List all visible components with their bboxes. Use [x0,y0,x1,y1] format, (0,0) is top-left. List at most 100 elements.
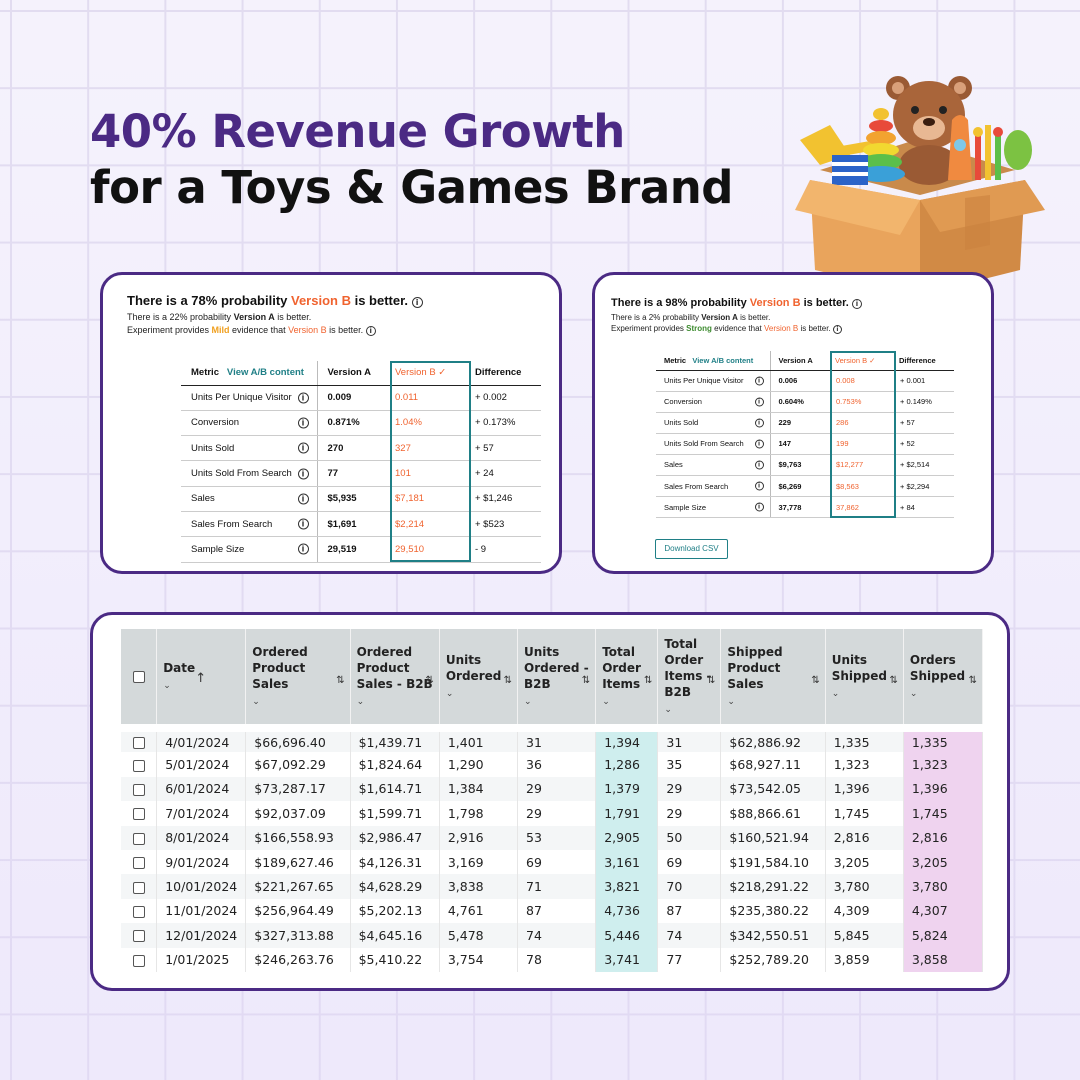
info-icon[interactable]: i [754,481,764,491]
info-icon[interactable]: i [297,442,309,454]
difference-header: Difference [890,351,954,371]
table-cell: 29 [517,776,597,802]
table-cell: 2,816 [903,825,983,850]
chevron-down-icon[interactable]: ⌄ [252,696,260,707]
table-cell: $4,126.31 [350,849,440,875]
ab-test-card-a: There is a 78% probability Version B is … [100,272,562,574]
table-cell: 1,323 [825,752,904,777]
info-icon[interactable]: i [411,297,423,308]
column-header[interactable]: Ordered Product Sales ⌄ ⇅ [245,629,351,728]
table-cell: $166,558.93 [245,825,351,850]
version-a-value: 229 [778,418,792,428]
info-icon[interactable]: i [851,299,862,309]
row-checkbox[interactable] [133,808,145,821]
sort-icon[interactable]: ⇅ [707,675,716,686]
column-header[interactable]: Shipped Product Sales ⌄ ⇅ [720,629,826,728]
column-header[interactable]: Units Shipped ⌄ ⇅ [825,629,904,728]
row-checkbox[interactable] [133,954,145,967]
info-icon[interactable]: i [754,418,764,428]
column-header[interactable]: Units Ordered ⌄ ⇅ [439,629,519,728]
table-cell: 29 [657,801,722,826]
table-row: 8/01/2024 $166,558.93 $2,986.47 2,916 53 2,90… [121,825,983,850]
sort-icon[interactable]: ⇅ [968,675,977,686]
metric-row: Units Sold i 270 327 + 57 [181,435,541,462]
info-icon[interactable]: i [297,392,309,404]
chevron-down-icon[interactable]: ⌄ [602,696,610,707]
sort-icon[interactable]: ⇅ [581,675,591,686]
info-icon[interactable]: i [297,417,309,429]
info-icon[interactable]: i [754,460,764,470]
chevron-down-icon[interactable]: ⌄ [831,688,840,699]
info-icon[interactable]: i [832,325,842,334]
view-ab-content-link[interactable]: View A/B content [226,367,304,379]
sort-icon[interactable]: ⇅ [425,675,434,686]
column-header[interactable]: Units Ordered - B2B ⌄ ⇅ [517,629,597,728]
version-a-value: 0.871% [327,417,360,429]
chevron-down-icon[interactable]: ⌄ [727,696,735,707]
info-icon[interactable]: i [297,468,309,480]
chevron-down-icon[interactable]: ⌄ [445,688,454,699]
table-cell: $252,789.20 [720,947,826,972]
chevron-down-icon[interactable]: ⌄ [909,688,918,699]
info-icon[interactable]: i [754,439,764,449]
table-cell: 1,798 [439,801,519,826]
chevron-down-icon[interactable]: ⌄ [664,704,672,715]
info-icon[interactable]: i [754,376,764,386]
column-header[interactable]: Orders Shipped ⌄ ⇅ [903,629,983,728]
table-cell: 6/01/2024 [156,776,247,802]
row-checkbox[interactable] [133,783,145,796]
column-header[interactable]: Total Order Items ⌄ ⇅ [595,629,659,728]
table-cell: 2,916 [439,825,519,850]
info-icon[interactable]: i [297,543,309,555]
info-icon[interactable]: i [297,493,309,505]
column-header[interactable]: Total Order Items - B2B ⌄ ⇅ [657,629,722,728]
difference-header: Difference [463,361,541,386]
column-header[interactable]: Ordered Product Sales - B2B ⌄ ⇅ [350,629,440,728]
chevron-down-icon[interactable]: ⌄ [163,680,171,691]
table-cell: 2,816 [825,825,904,850]
table-cell: 1,745 [825,801,904,826]
info-icon[interactable]: i [754,397,764,407]
version-b-value: 101 [395,468,411,480]
table-cell: 4,309 [825,898,904,924]
chevron-down-icon[interactable]: ⌄ [356,696,365,707]
info-icon[interactable]: i [297,518,309,530]
metric-name: Conversion [664,397,702,407]
table-cell: 69 [657,849,722,875]
table-cell: 1,394 [595,723,659,753]
metric-row: Units Per Unique Visitor i 0.009 0.011 + 0.0… [181,385,541,411]
info-icon[interactable]: i [365,326,376,336]
view-ab-content-link[interactable]: View A/B content [692,355,754,365]
row-checkbox[interactable] [133,905,145,918]
version-a-value: $5,935 [327,493,357,505]
sort-icon[interactable]: ⇅ [811,675,820,686]
sort-icon[interactable]: ⇅ [643,675,653,686]
chevron-down-icon[interactable]: ⌄ [524,696,532,707]
row-checkbox[interactable] [133,737,145,750]
metric-name: Sample Size [191,543,245,555]
select-all-checkbox[interactable] [133,671,145,683]
row-checkbox[interactable] [133,930,145,943]
row-checkbox[interactable] [133,857,145,870]
sort-icon[interactable]: ⇅ [889,675,898,686]
row-checkbox[interactable] [133,881,145,894]
sort-ascending-icon[interactable]: ↑ [195,671,207,686]
table-cell: $235,380.22 [720,898,826,924]
column-header-label: Ordered Product Sales [252,644,308,691]
download-csv-button[interactable]: Download CSV [655,539,728,559]
info-icon[interactable]: i [754,502,764,512]
version-b-value: 29,510 [395,543,425,555]
table-cell: $1,599.71 [350,801,440,826]
metric-row: Sales From Search i $6,269 $8,563 + $2,294 [656,475,954,498]
row-checkbox[interactable] [133,759,145,772]
sort-icon[interactable]: ⇅ [336,675,345,686]
column-header[interactable]: Date ⌄ ↑ [156,629,247,728]
table-cell: 53 [517,825,597,850]
row-checkbox[interactable] [133,832,145,845]
sort-icon[interactable]: ⇅ [503,675,513,686]
table-cell: 8/01/2024 [156,825,247,850]
ab-metrics-table: Metric View A/B content Version A Versio… [181,361,541,563]
table-cell: $4,645.16 [350,923,440,948]
table-cell: $5,410.22 [350,947,440,972]
table-cell: 1,396 [903,776,983,802]
